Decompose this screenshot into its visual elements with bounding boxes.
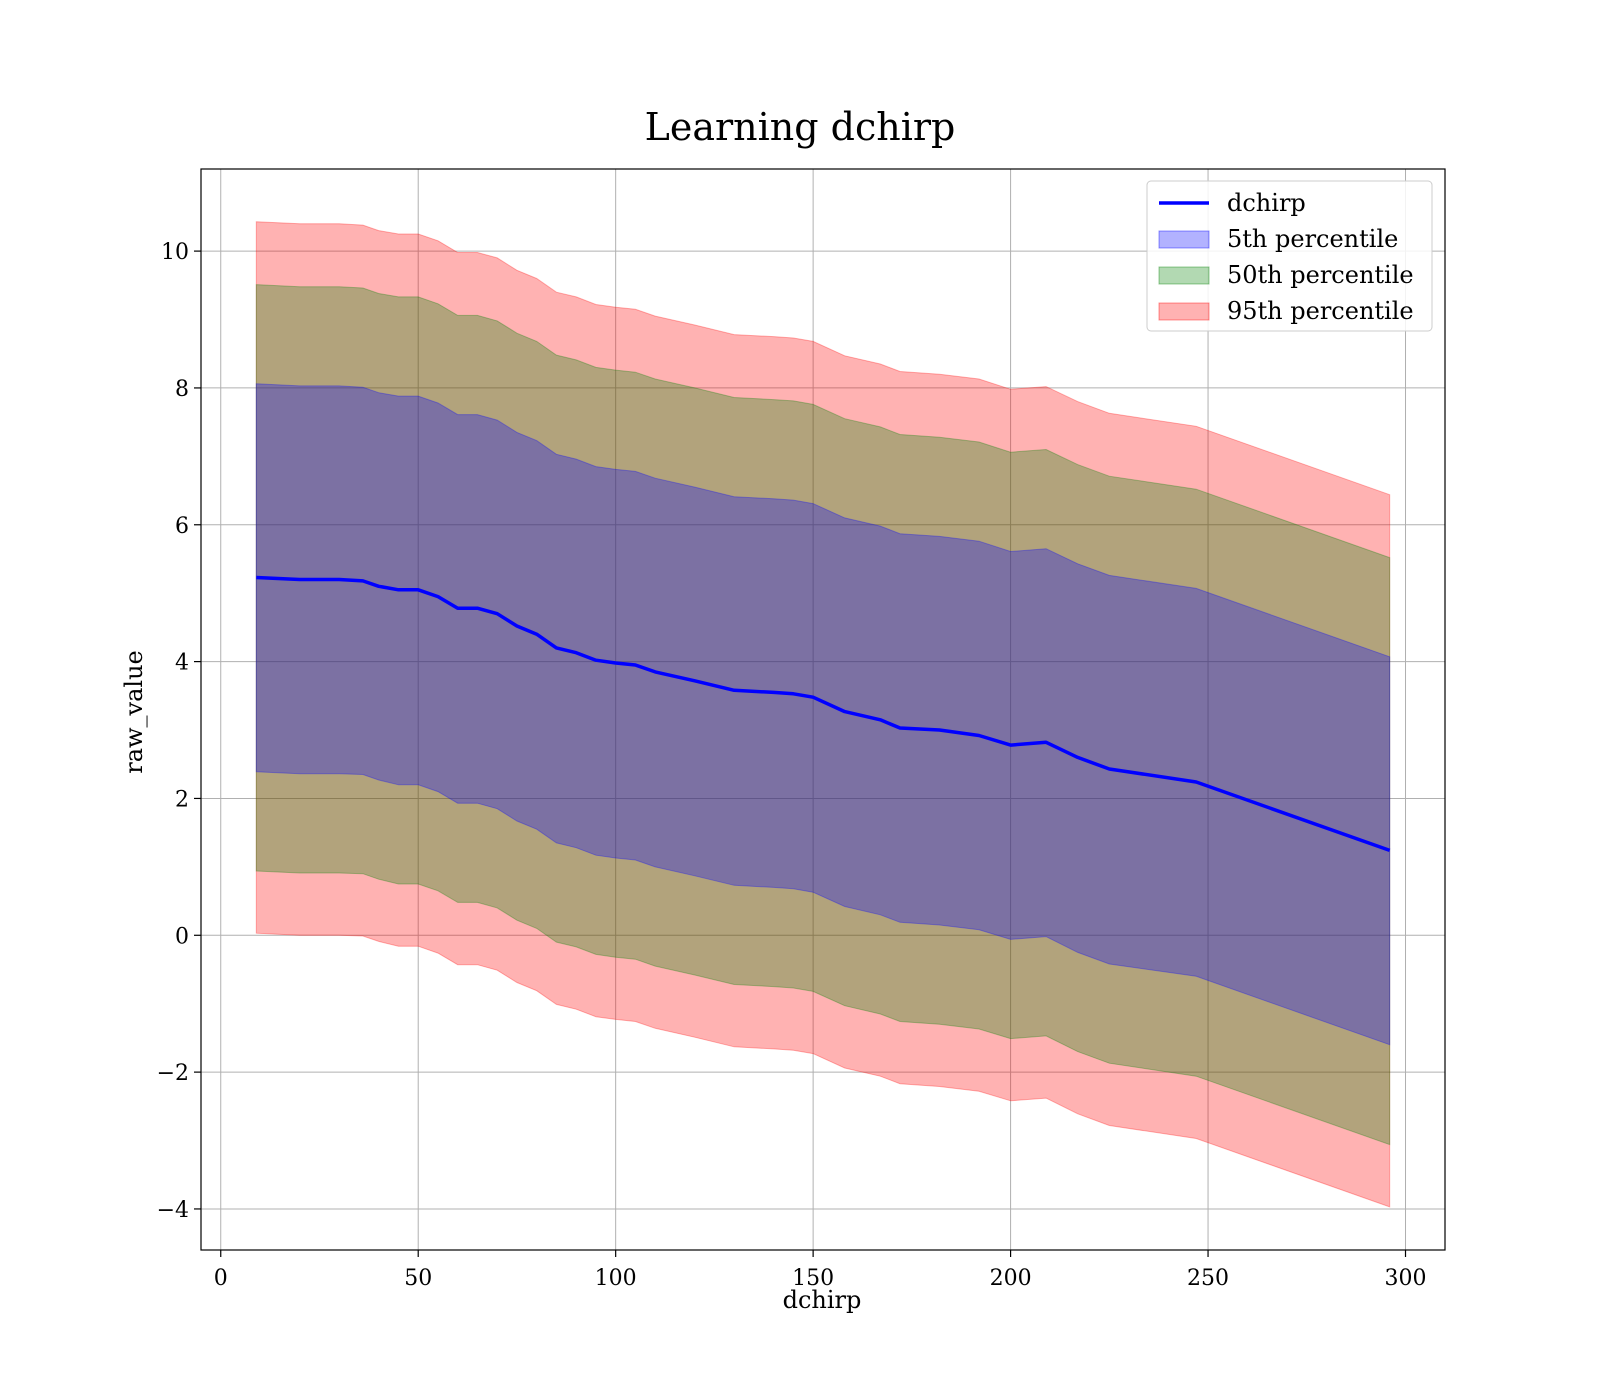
legend-band-swatch — [1158, 230, 1210, 249]
line-dchirp — [256, 575, 1391, 853]
y-tick-label: −2 — [157, 1061, 189, 1086]
y-tick-label: 8 — [175, 377, 189, 402]
tick-layer: 0 50 100 150 200 250 300 −4 −2 0 2 4 6 8 10 — [157, 240, 1427, 1291]
legend-box — [1146, 180, 1433, 332]
plot-frame — [200, 168, 1446, 1251]
chart-title: Learning dchirp — [645, 105, 956, 149]
line-layer — [256, 575, 1391, 853]
y-axis-label: raw_value — [120, 650, 148, 774]
x-tick-label: 300 — [1385, 1266, 1427, 1291]
legend-label: 95th percentile — [1227, 297, 1414, 325]
band-95th-percentile — [255, 221, 1391, 1208]
x-tick-label: 50 — [404, 1266, 432, 1291]
legend-band-swatch — [1158, 302, 1210, 321]
legend-label: 5th percentile — [1227, 225, 1398, 253]
legend-label: dchirp — [1227, 189, 1306, 217]
legend-band-swatch — [1158, 266, 1210, 285]
y-tick-label: −4 — [157, 1198, 189, 1223]
x-tick-label: 250 — [1187, 1266, 1229, 1291]
band-50th-percentile — [255, 284, 1391, 1146]
x-tick-label: 0 — [214, 1266, 228, 1291]
x-tick-label: 200 — [990, 1266, 1032, 1291]
y-tick-label: 10 — [161, 240, 189, 265]
y-tick-label: 2 — [175, 787, 189, 812]
y-tick-label: 6 — [175, 514, 189, 539]
grid-layer — [201, 169, 1445, 1250]
band-layer — [255, 221, 1391, 1208]
x-tick-label: 150 — [792, 1266, 834, 1291]
x-tick-label: 100 — [595, 1266, 637, 1291]
y-tick-label: 0 — [175, 924, 189, 949]
legend: dchirp 5th percentile 50th percentile 95th … — [1146, 180, 1433, 332]
y-tick-label: 4 — [175, 651, 189, 676]
x-axis-label: dchirp — [783, 1286, 862, 1314]
band-5th-percentile — [255, 383, 1391, 1046]
legend-label: 50th percentile — [1227, 261, 1414, 289]
